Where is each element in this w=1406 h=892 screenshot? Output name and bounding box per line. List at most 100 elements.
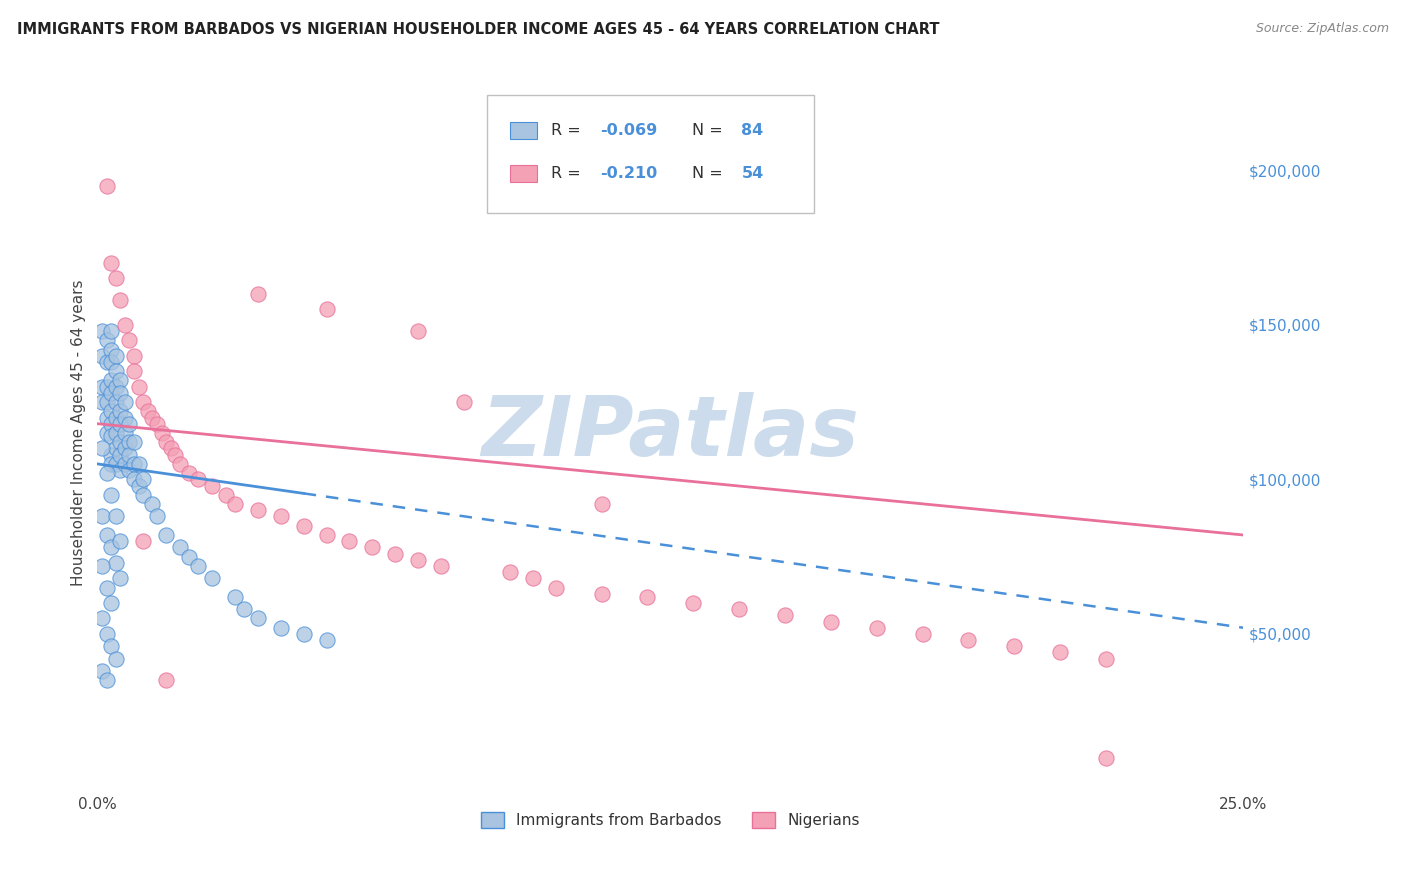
Point: [866, 621, 889, 635]
Point: [1049, 645, 1071, 659]
Point: [96, 528, 118, 542]
Point: [150, 425, 173, 440]
Point: [499, 565, 522, 579]
Point: [104, 442, 127, 456]
Point: [91, 611, 114, 625]
Point: [118, 417, 141, 431]
Point: [100, 541, 122, 555]
Point: [114, 395, 136, 409]
Point: [96, 673, 118, 688]
Point: [215, 488, 238, 502]
Text: -0.069: -0.069: [600, 123, 658, 138]
Point: [820, 615, 842, 629]
Point: [96, 333, 118, 347]
Point: [246, 503, 269, 517]
Point: [177, 466, 200, 480]
Point: [187, 472, 209, 486]
Point: [104, 425, 127, 440]
Y-axis label: Householder Income Ages 45 - 64 years: Householder Income Ages 45 - 64 years: [72, 280, 86, 586]
Point: [773, 608, 796, 623]
Point: [91, 349, 114, 363]
Point: [100, 640, 122, 654]
Point: [406, 324, 429, 338]
Point: [1095, 750, 1118, 764]
Point: [169, 457, 191, 471]
Point: [96, 410, 118, 425]
Point: [100, 385, 122, 400]
Point: [233, 602, 256, 616]
Point: [453, 395, 475, 409]
Point: [110, 463, 132, 477]
Point: [141, 410, 163, 425]
Point: [122, 349, 145, 363]
Point: [104, 651, 127, 665]
Point: [122, 457, 145, 471]
Point: [104, 364, 127, 378]
Point: [141, 497, 163, 511]
Point: [177, 549, 200, 564]
FancyBboxPatch shape: [510, 165, 537, 182]
Point: [114, 442, 136, 456]
Point: [104, 349, 127, 363]
Point: [146, 417, 169, 431]
Point: [544, 581, 567, 595]
Text: N =: N =: [692, 166, 728, 181]
Legend: Immigrants from Barbados, Nigerians: Immigrants from Barbados, Nigerians: [475, 806, 866, 834]
Point: [315, 528, 337, 542]
Point: [1095, 651, 1118, 665]
Text: Source: ZipAtlas.com: Source: ZipAtlas.com: [1256, 22, 1389, 36]
Point: [100, 488, 122, 502]
Point: [384, 547, 406, 561]
Point: [315, 302, 337, 317]
Point: [406, 553, 429, 567]
Point: [122, 472, 145, 486]
Point: [110, 435, 132, 450]
Point: [128, 379, 150, 393]
Point: [100, 417, 122, 431]
Point: [100, 373, 122, 387]
Point: [728, 602, 751, 616]
Point: [270, 621, 292, 635]
Text: 84: 84: [741, 123, 763, 138]
Point: [96, 627, 118, 641]
Point: [128, 478, 150, 492]
Point: [957, 633, 980, 648]
Point: [132, 395, 155, 409]
Point: [104, 509, 127, 524]
Text: IMMIGRANTS FROM BARBADOS VS NIGERIAN HOUSEHOLDER INCOME AGES 45 - 64 YEARS CORRE: IMMIGRANTS FROM BARBADOS VS NIGERIAN HOU…: [17, 22, 939, 37]
Point: [96, 178, 118, 193]
Point: [292, 518, 315, 533]
Point: [100, 404, 122, 418]
Point: [682, 596, 704, 610]
Point: [96, 425, 118, 440]
Point: [104, 457, 127, 471]
Point: [201, 571, 224, 585]
Point: [100, 355, 122, 369]
Point: [110, 534, 132, 549]
Point: [591, 587, 613, 601]
Point: [104, 410, 127, 425]
Point: [96, 466, 118, 480]
Point: [110, 448, 132, 462]
Point: [165, 448, 187, 462]
Point: [118, 435, 141, 450]
Point: [100, 256, 122, 270]
Text: ZIPatlas: ZIPatlas: [481, 392, 859, 474]
Point: [96, 581, 118, 595]
Text: -0.210: -0.210: [600, 166, 658, 181]
Point: [91, 442, 114, 456]
Point: [292, 627, 315, 641]
Point: [1002, 640, 1025, 654]
Point: [155, 528, 177, 542]
Point: [146, 509, 169, 524]
Point: [114, 425, 136, 440]
Point: [104, 271, 127, 285]
Point: [91, 395, 114, 409]
Point: [100, 596, 122, 610]
Point: [122, 364, 145, 378]
Point: [91, 379, 114, 393]
Text: R =: R =: [551, 166, 586, 181]
Point: [591, 497, 613, 511]
Point: [201, 478, 224, 492]
Point: [132, 488, 155, 502]
